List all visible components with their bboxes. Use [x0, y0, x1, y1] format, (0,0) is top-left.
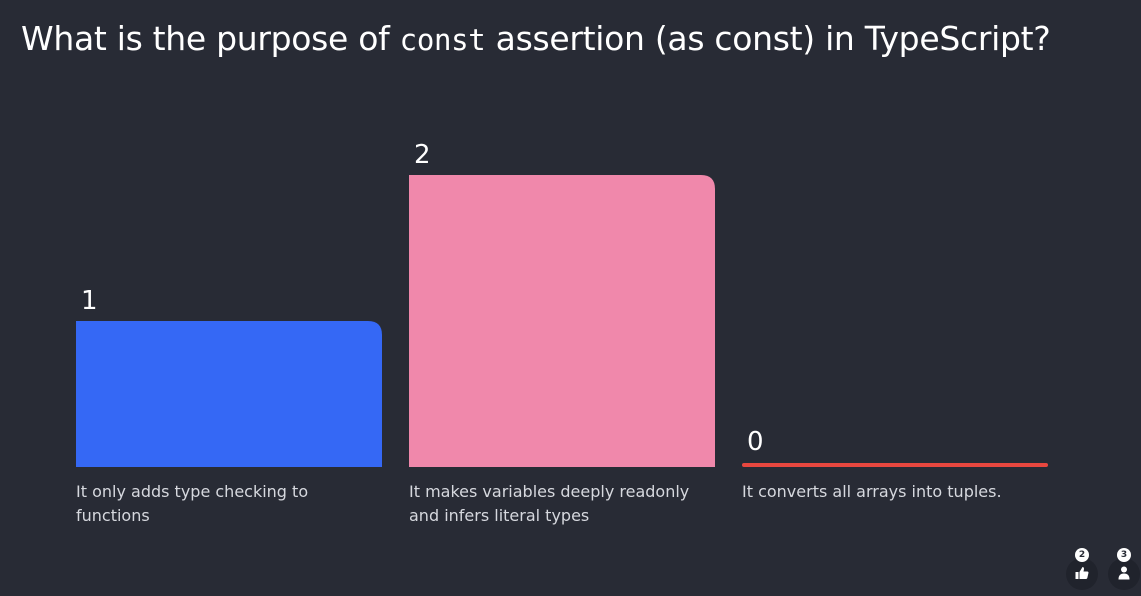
reactions-counter[interactable]: 2 [1066, 546, 1098, 592]
bar-category-label-2: It makes variables deeply readonly and i… [409, 482, 690, 525]
person-icon [1118, 566, 1130, 580]
participants-count: 3 [1117, 548, 1131, 562]
bar-value-label-2: 2 [414, 140, 431, 170]
thumbs-up-icon [1075, 567, 1089, 579]
bar-3 [742, 463, 1048, 467]
participants-counter[interactable]: 3 [1108, 546, 1140, 592]
bar-category-label-1: It only adds type checking to functions [76, 482, 309, 525]
reactions-count: 2 [1075, 548, 1089, 562]
question-prefix: What is the purpose of [21, 19, 400, 58]
bar-value-label-3: 0 [747, 427, 764, 457]
bar-category-label-3: It converts all arrays into tuples. [742, 482, 1002, 501]
participants-button[interactable] [1108, 558, 1140, 590]
bar-2 [409, 175, 715, 467]
reactions-button[interactable] [1066, 558, 1098, 590]
bar-1 [76, 321, 382, 467]
question-title: What is the purpose of const assertion (… [21, 17, 1051, 62]
question-code: const [399, 23, 486, 57]
bar-value-label-1: 1 [81, 286, 98, 316]
question-suffix: assertion (as const) in TypeScript? [485, 19, 1051, 58]
